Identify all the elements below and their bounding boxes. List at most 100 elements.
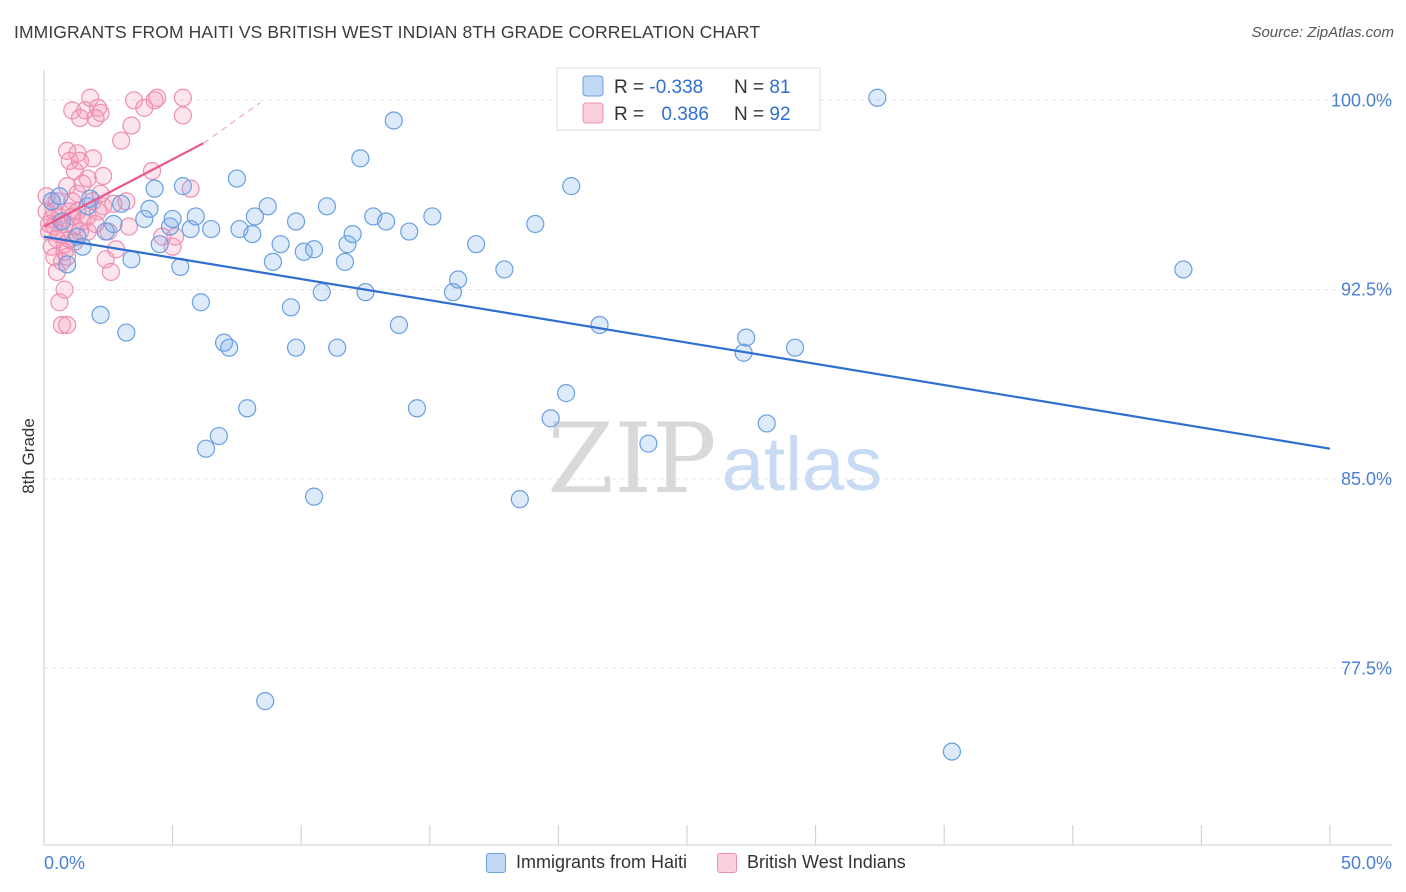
bwi-point	[101, 262, 120, 282]
bwi-point	[94, 166, 113, 186]
haiti-point	[209, 426, 228, 446]
watermark-zip: ZIP	[547, 403, 716, 515]
haiti-point	[868, 88, 887, 107]
svg-text:R = -0.338: R = -0.338	[614, 77, 703, 98]
haiti-point	[281, 298, 301, 317]
haiti-point	[258, 197, 277, 216]
haiti-point	[304, 487, 324, 506]
haiti-n-value: 81	[769, 77, 790, 98]
bwi-point	[37, 187, 56, 206]
haiti-point	[304, 240, 324, 259]
haiti-point	[562, 177, 581, 196]
bwi-point	[58, 247, 77, 266]
series-legend: Immigrants from Haiti British West India…	[486, 852, 936, 873]
haiti-point	[351, 149, 370, 168]
haiti-point	[263, 252, 283, 271]
grid-lines	[44, 99, 1392, 669]
bwi-trend-extension	[203, 102, 261, 144]
legend-label-haiti: Immigrants from Haiti	[516, 852, 688, 872]
legend-swatch-haiti	[486, 852, 506, 873]
y-tick-label: 100.0%	[1331, 90, 1392, 110]
legend-haiti-swatch	[582, 75, 604, 97]
haiti-point	[191, 293, 210, 312]
bwi-point	[173, 106, 192, 125]
bwi-point	[135, 98, 154, 117]
bwi-point	[78, 169, 97, 188]
svg-text:R = 0.386: R = 0.386	[614, 104, 709, 125]
bwi-point	[124, 91, 144, 110]
x-tick-label: 0.0%	[44, 853, 85, 873]
haiti-point	[245, 207, 265, 226]
bwi-point	[63, 101, 82, 120]
haiti-point	[942, 742, 962, 761]
y-axis-label: 8th Grade	[19, 418, 38, 494]
bwi-point	[148, 88, 167, 107]
haiti-point	[400, 222, 419, 241]
bwi-point	[47, 262, 66, 282]
haiti-point	[312, 283, 331, 302]
tick-labels: 100.0% 92.5% 85.0% 77.5% 0.0% 50.0%	[44, 90, 1392, 873]
bwi-point	[145, 91, 164, 110]
haiti-point	[243, 224, 262, 244]
haiti-point	[785, 338, 805, 357]
bwi-point	[112, 131, 131, 150]
haiti-point	[73, 237, 92, 256]
haiti-point	[286, 212, 306, 231]
haiti-point	[186, 207, 205, 226]
haiti-point	[590, 315, 609, 335]
y-tick-label: 77.5%	[1341, 658, 1392, 678]
source-label: Source: ZipAtlas.com	[1251, 24, 1394, 41]
bwi-n-label: N =	[734, 104, 769, 125]
haiti-point	[737, 328, 756, 347]
haiti-point	[328, 338, 347, 357]
haiti-point	[271, 235, 290, 254]
haiti-point	[286, 338, 306, 357]
haiti-point	[238, 399, 257, 418]
haiti-point	[423, 207, 442, 226]
bwi-point	[58, 315, 77, 335]
legend-swatch-bwi	[717, 852, 738, 873]
bwi-point	[81, 88, 100, 107]
haiti-point	[140, 199, 159, 218]
haiti-point	[495, 260, 514, 279]
bwi-point	[55, 280, 74, 299]
bwi-point	[166, 227, 185, 246]
haiti-trend-line	[43, 235, 1331, 450]
y-tick-label: 92.5%	[1341, 280, 1392, 300]
haiti-point	[163, 209, 182, 229]
haiti-point	[557, 384, 576, 403]
haiti-point	[52, 212, 72, 231]
haiti-point	[343, 224, 362, 244]
bwi-point	[122, 116, 141, 135]
haiti-point	[1174, 260, 1193, 279]
bwi-point	[47, 192, 66, 211]
bwi-trend-line	[43, 142, 204, 228]
haiti-point	[112, 194, 131, 213]
haiti-point	[757, 414, 776, 433]
watermark: ZIP atlas	[547, 403, 882, 515]
legend-item-bwi[interactable]: British West Indians	[717, 852, 906, 873]
bwi-r-value: 0.386	[661, 104, 709, 125]
haiti-point	[135, 209, 154, 229]
x-tick-label: 50.0%	[1341, 853, 1392, 873]
bwi-point	[119, 217, 138, 236]
legend-item-haiti[interactable]: Immigrants from Haiti	[486, 852, 687, 873]
haiti-point	[96, 222, 115, 241]
y-tick-label: 85.0%	[1341, 469, 1392, 489]
haiti-point	[317, 197, 337, 216]
haiti-point	[220, 338, 239, 357]
haiti-point	[227, 169, 246, 188]
haiti-point	[196, 439, 216, 458]
haiti-point	[639, 434, 658, 453]
svg-text:N = 81: N = 81	[734, 77, 791, 98]
haiti-point	[376, 212, 396, 231]
haiti-point	[117, 323, 136, 342]
haiti-point	[541, 409, 560, 428]
bwi-point	[117, 192, 136, 211]
haiti-point	[214, 333, 234, 352]
haiti-point	[510, 490, 529, 509]
haiti-point	[356, 283, 375, 302]
haiti-point	[338, 235, 357, 254]
haiti-point	[256, 692, 275, 711]
